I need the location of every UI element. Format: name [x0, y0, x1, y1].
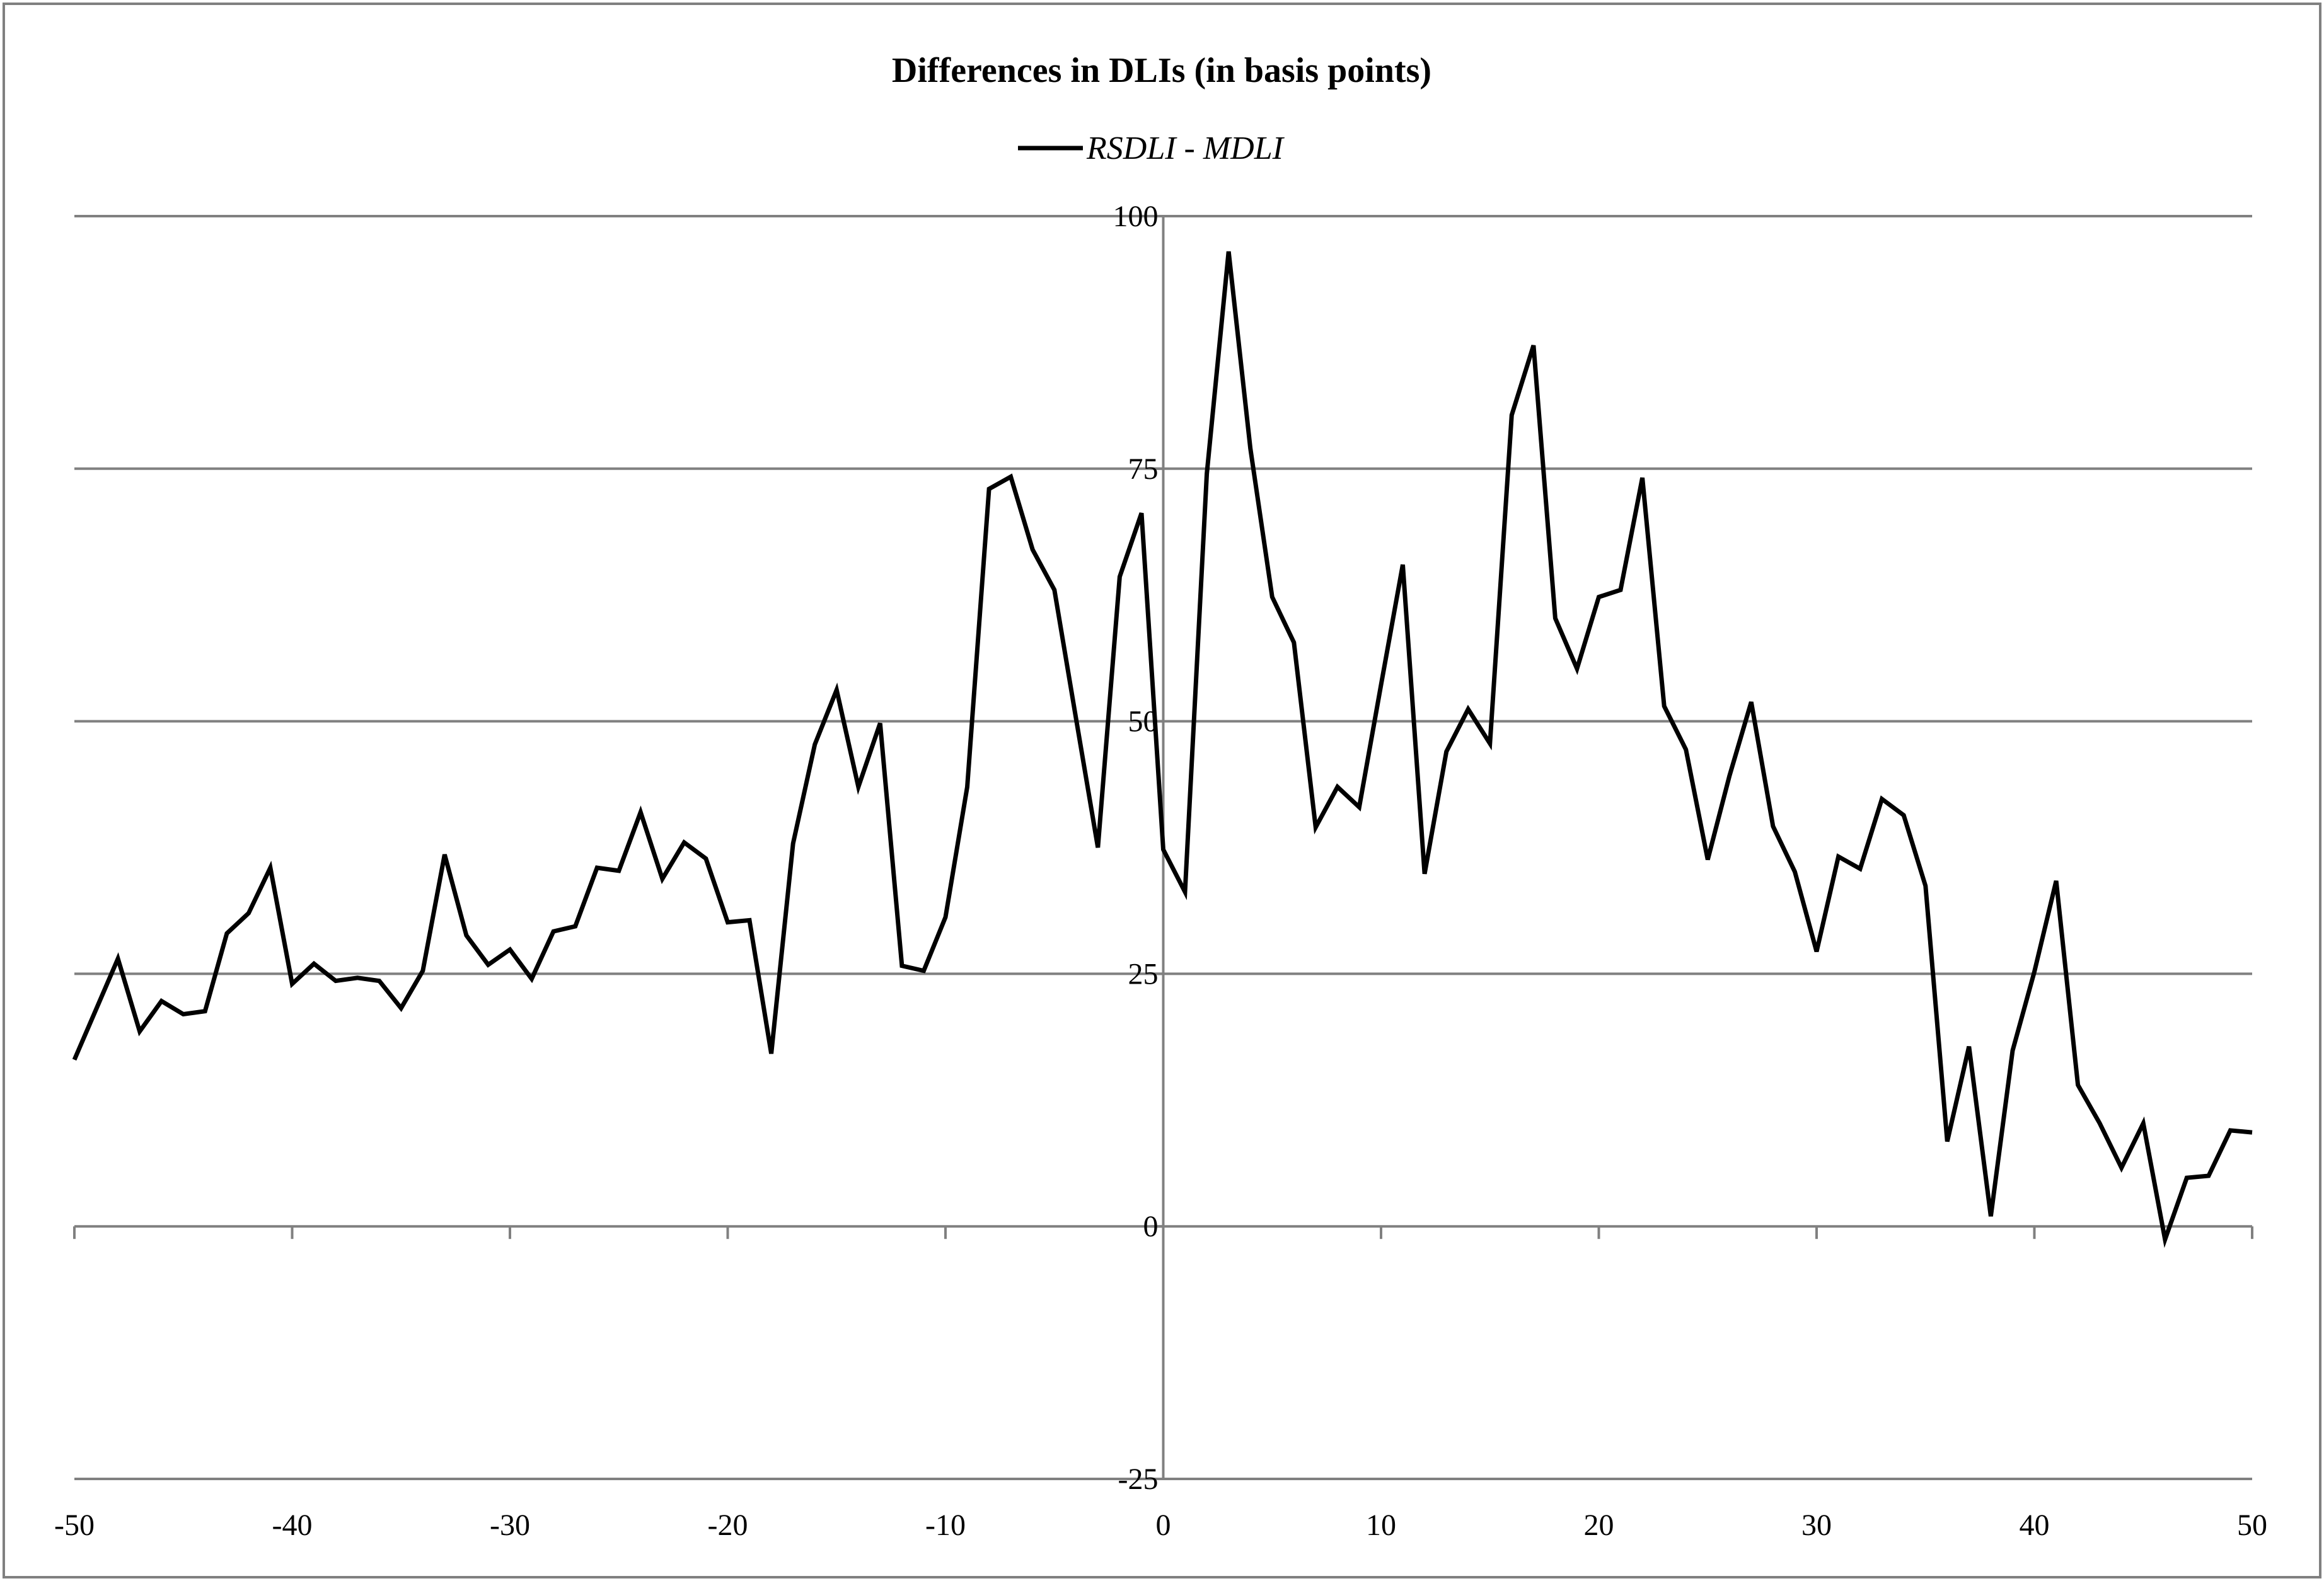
- x-tick-label: 30: [1801, 1509, 1832, 1542]
- series-line-0: [72, 251, 2253, 1248]
- y-tick-label: -25: [1118, 1463, 1159, 1496]
- x-tick-label: 50: [2237, 1509, 2267, 1542]
- x-tick-label: 40: [2020, 1509, 2050, 1542]
- x-tick-label: 20: [1584, 1509, 1614, 1542]
- x-tick-label: 10: [1366, 1509, 1396, 1542]
- x-tick-labels: -50 -40 -30 -20 -10 0 10 20 30 40 50: [54, 1509, 2267, 1542]
- y-tick-label: 0: [1143, 1210, 1159, 1243]
- legend-label: RSDLI - MDLI: [1086, 130, 1285, 166]
- legend: RSDLI - MDLI: [1018, 130, 1285, 166]
- x-tick-label: 0: [1156, 1509, 1171, 1542]
- x-tick-label: -40: [272, 1509, 313, 1542]
- x-tick-label: -10: [925, 1509, 966, 1542]
- y-tick-label: 75: [1128, 452, 1159, 486]
- x-tick-label: -20: [708, 1509, 748, 1542]
- y-tick-label: 100: [1113, 200, 1159, 233]
- x-tick-label: -50: [54, 1509, 95, 1542]
- chart-title: Differences in DLIs (in basis points): [892, 51, 1431, 90]
- y-tick-label: 25: [1128, 957, 1159, 991]
- series-layer: [72, 251, 2253, 1248]
- x-tick-label: -30: [490, 1509, 530, 1542]
